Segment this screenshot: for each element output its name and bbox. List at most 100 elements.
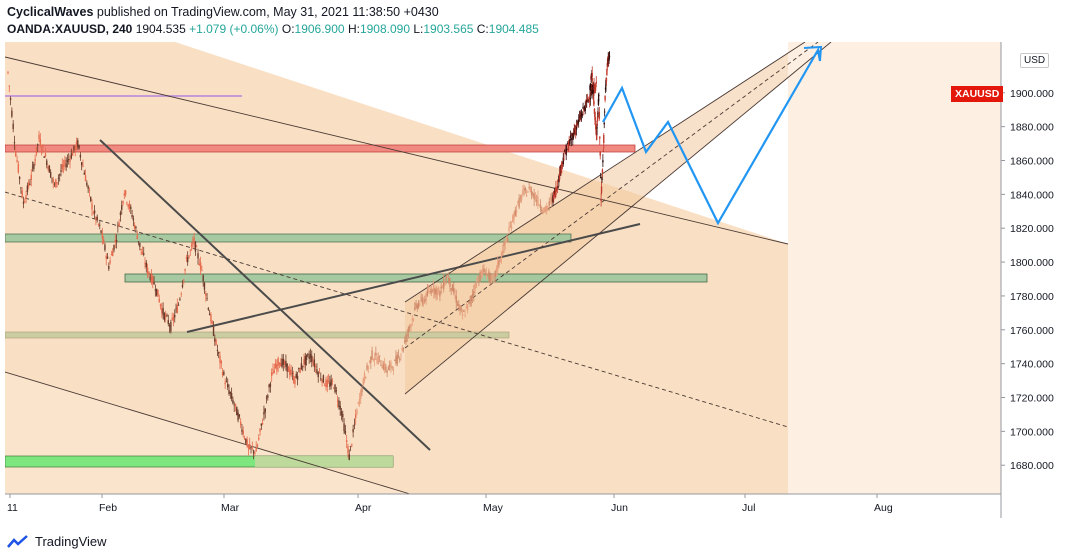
candle-body <box>569 139 571 145</box>
candle-body <box>591 73 593 77</box>
candle-body <box>194 241 197 252</box>
candle-body <box>8 85 10 87</box>
candle-body <box>225 381 228 382</box>
time-tick-label: Aug <box>874 502 893 514</box>
candle-body <box>493 273 495 278</box>
candle-body <box>591 89 593 95</box>
candle-body <box>461 313 464 316</box>
candle-body <box>303 359 305 365</box>
candle-body <box>339 405 341 410</box>
candle-body <box>456 303 459 306</box>
candle-body <box>432 284 435 293</box>
candle-body <box>561 162 564 164</box>
publisher-name[interactable]: CyclicalWaves <box>7 5 94 19</box>
candle-body <box>9 98 12 100</box>
price-tick-label: 1860.000 <box>1010 156 1054 168</box>
candle-body <box>215 339 217 345</box>
candle-body <box>33 163 35 170</box>
candle-body <box>412 318 415 320</box>
candle-body <box>436 288 439 296</box>
candle-body <box>495 268 498 272</box>
candle-body <box>544 206 547 212</box>
candle-body <box>363 373 366 381</box>
candle-body <box>16 159 18 162</box>
candle-body <box>345 440 348 442</box>
candle-body <box>46 160 48 166</box>
candle-body <box>317 372 319 378</box>
candle-body <box>484 274 486 276</box>
candle-body <box>287 366 290 372</box>
candle-body <box>453 287 455 293</box>
candle-body <box>113 245 115 251</box>
candle-body <box>83 172 85 175</box>
candle-body <box>124 190 127 195</box>
candle-body <box>108 265 110 269</box>
candle-body <box>390 362 392 369</box>
candle-body <box>603 134 605 144</box>
candle-body <box>523 188 525 190</box>
candle-body <box>327 380 330 382</box>
candle-body <box>393 359 396 361</box>
candle-body <box>314 366 317 368</box>
high-label: H: <box>347 22 360 36</box>
candle-body <box>265 397 268 399</box>
candle-body <box>590 76 593 78</box>
candle-body <box>409 326 411 328</box>
candle-body <box>552 195 554 203</box>
candle-body <box>298 367 300 370</box>
candle-body <box>491 278 494 280</box>
candle-body <box>602 150 605 152</box>
high-value: 1908.090 <box>359 22 410 36</box>
candle-body <box>143 253 145 255</box>
candle-body <box>427 290 430 292</box>
candle-body <box>407 327 410 332</box>
candle-body <box>567 144 570 151</box>
candle-body <box>26 185 29 192</box>
candle-body <box>553 191 555 200</box>
candle-body <box>579 117 581 120</box>
candle-body <box>494 270 496 277</box>
candle-body <box>604 95 606 101</box>
candle-body <box>388 364 391 367</box>
time-axis[interactable]: 11 Feb Mar Apr May Jun Jul Aug <box>7 494 893 514</box>
candle-body <box>564 151 567 154</box>
candle-body <box>24 201 26 203</box>
candle-body <box>349 446 352 447</box>
candle-body <box>101 232 104 239</box>
candle-body <box>55 179 57 188</box>
candle-body <box>386 370 388 373</box>
candle-body <box>505 237 508 241</box>
price-chart[interactable]: 1680.000 1700.000 1720.000 1740.000 1760.000… <box>5 42 1068 518</box>
candle-body <box>21 190 23 198</box>
candle-body <box>518 198 520 208</box>
candle-body <box>312 362 314 365</box>
chart-area[interactable]: 1680.000 1700.000 1720.000 1740.000 1760.000… <box>5 42 1068 518</box>
candle-body <box>163 313 166 321</box>
candle-body <box>533 193 535 200</box>
candle-body <box>75 141 78 148</box>
candle-body <box>588 97 590 99</box>
candle-body <box>176 305 179 313</box>
candle-body <box>127 204 129 207</box>
price-axis[interactable]: 1680.000 1700.000 1720.000 1740.000 1760.000… <box>1001 88 1054 472</box>
candle-body <box>528 187 530 189</box>
candle-body <box>296 375 299 380</box>
price-tick-label: 1760.000 <box>1010 325 1054 337</box>
candle-body <box>421 298 424 304</box>
candle-body <box>500 253 503 258</box>
candle-body <box>157 289 159 297</box>
publish-line: CyclicalWaves published on TradingView.c… <box>7 4 539 21</box>
brand-name[interactable]: TradingView <box>35 534 107 549</box>
candle-body <box>540 209 543 211</box>
candle-body <box>112 251 114 257</box>
candle-body <box>276 364 278 371</box>
candle-body <box>524 188 527 191</box>
candle-body <box>561 161 563 168</box>
future-area <box>788 42 1001 494</box>
candle-body <box>228 390 230 394</box>
candle-body <box>188 255 190 258</box>
candle-body <box>197 253 199 259</box>
candle-body <box>146 267 149 274</box>
candle-body <box>430 288 432 294</box>
candle-body <box>104 244 106 251</box>
